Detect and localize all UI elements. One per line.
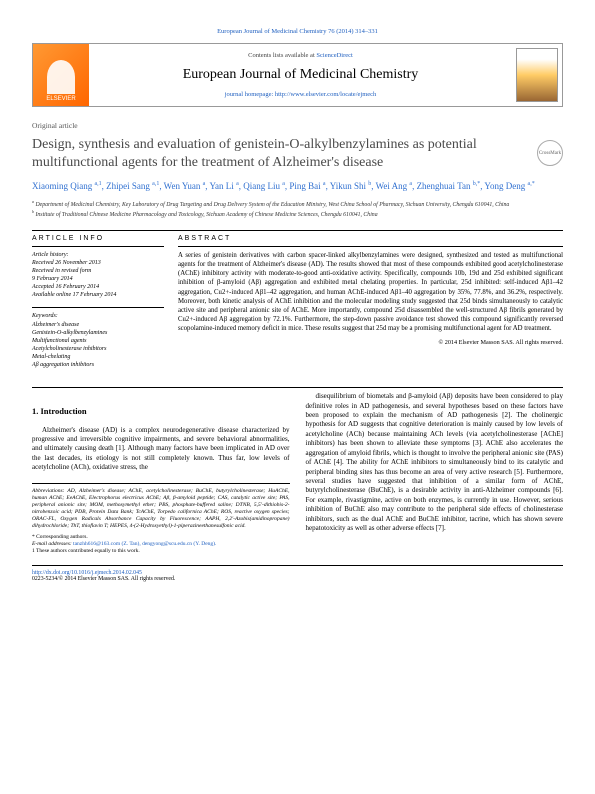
publisher-name: ELSEVIER xyxy=(46,96,75,102)
email-label: E-mail addresses: xyxy=(32,541,72,547)
divider xyxy=(32,246,164,247)
keyword: Multifunctional agents xyxy=(32,337,164,345)
cover-thumbnail xyxy=(516,48,558,102)
divider xyxy=(32,387,563,388)
keyword: Aβ aggregation inhibitors xyxy=(32,361,164,369)
keywords-label: Keywords: xyxy=(32,312,164,320)
abstract-heading: ABSTRACT xyxy=(178,235,563,242)
article-title: Design, synthesis and evaluation of geni… xyxy=(32,136,529,172)
intro-paragraph: Alzheimer's disease (AD) is a complex ne… xyxy=(32,426,290,473)
keyword: Metal-chelating xyxy=(32,353,164,361)
abbrev-label: Abbreviations: xyxy=(32,488,64,494)
article-type: Original article xyxy=(32,121,563,130)
contents-prefix: Contents lists available at xyxy=(248,52,316,59)
authors-list: Xiaoming Qiang a,1, Zhipei Sang a,1, Wen… xyxy=(32,180,563,193)
issn-copyright: 0223-5234/© 2014 Elsevier Masson SAS. Al… xyxy=(32,576,175,582)
history-line: 9 February 2014 xyxy=(32,275,164,283)
affiliations: a Department of Medicinal Chemistry, Key… xyxy=(32,199,563,220)
contents-line: Contents lists available at ScienceDirec… xyxy=(93,52,508,59)
history-label: Article history: xyxy=(32,251,164,259)
history-line: Received in revised form xyxy=(32,267,164,275)
sciencedirect-link[interactable]: ScienceDirect xyxy=(316,52,352,59)
abstract-text: A series of genistein derivatives with c… xyxy=(178,251,563,334)
corresponding-label: * Corresponding authors. xyxy=(32,534,290,541)
journal-header: ELSEVIER Contents lists available at Sci… xyxy=(32,43,563,107)
copyright-line: © 2014 Elsevier Masson SAS. All rights r… xyxy=(178,339,563,346)
divider xyxy=(178,246,563,247)
history-line: Received 26 November 2013 xyxy=(32,259,164,267)
keyword: Genistein-O-alkylbenzylamines xyxy=(32,329,164,337)
divider xyxy=(32,230,563,231)
abbreviations-box: Abbreviations: AD, Alzheimer's disease; … xyxy=(32,483,290,555)
keywords-block: Keywords: Alzheimer's diseaseGenistein-O… xyxy=(32,312,164,369)
homepage-line: journal homepage: http://www.elsevier.co… xyxy=(93,91,508,98)
keyword: Alzheimer's disease xyxy=(32,321,164,329)
journal-name: European Journal of Medicinal Chemistry xyxy=(93,67,508,83)
journal-cover[interactable] xyxy=(512,44,562,106)
equal-contribution-note: 1 These authors contributed equally to t… xyxy=(32,548,290,555)
divider xyxy=(32,307,164,308)
article-info-heading: ARTICLE INFO xyxy=(32,235,164,242)
publisher-logo[interactable]: ELSEVIER xyxy=(33,44,89,106)
history-line: Accepted 16 February 2014 xyxy=(32,283,164,291)
email-addresses[interactable]: tanzhh616@163.com (Z. Tan), dengyong@scu… xyxy=(72,541,217,547)
keyword: Acetylcholinesterase inhibitors xyxy=(32,345,164,353)
abbrev-text: AD, Alzheimer's disease; AChE, acetylcho… xyxy=(32,488,290,530)
article-history: Article history: Received 26 November 20… xyxy=(32,251,164,300)
elsevier-tree-icon xyxy=(47,60,75,94)
crossmark-badge[interactable]: CrossMark xyxy=(537,140,563,166)
homepage-url[interactable]: http://www.elsevier.com/locate/ejmech xyxy=(275,91,376,98)
citation-header: European Journal of Medicinal Chemistry … xyxy=(32,28,563,35)
homepage-prefix: journal homepage: xyxy=(225,91,275,98)
history-line: Available online 17 February 2014 xyxy=(32,291,164,299)
intro-paragraph: disequilibrium of biometals and β-amyloi… xyxy=(306,392,564,534)
intro-heading: 1. Introduction xyxy=(32,406,290,417)
page-footer: http://dx.doi.org/10.1016/j.ejmech.2014.… xyxy=(32,565,563,582)
